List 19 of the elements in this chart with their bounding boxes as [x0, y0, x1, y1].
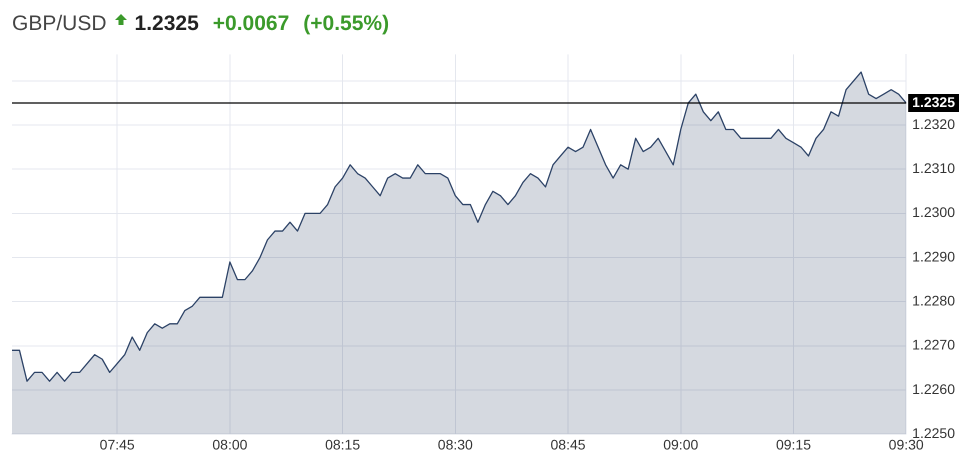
y-tick-label: 1.2270	[912, 336, 956, 353]
chart-title: GBP/USD	[12, 12, 107, 36]
x-tick-label: 09:15	[776, 436, 812, 452]
y-tick-label: 1.2260	[912, 380, 956, 397]
y-tick-label: 1.2300	[912, 204, 956, 220]
y-tick-label: 1.2280	[912, 292, 956, 309]
x-tick-label: 09:00	[663, 436, 698, 452]
chart-subtitle: 1.2325	[134, 12, 199, 36]
y-tick-label: 1.2310	[912, 160, 956, 176]
y-tick-label: 1.2320	[912, 116, 956, 132]
text: +0.0067	[212, 12, 290, 36]
x-tick-label: 08:30	[438, 436, 474, 452]
ref-line-label: 1.2325	[912, 94, 956, 110]
x-tick-label: 08:15	[325, 436, 360, 452]
y-tick-label: 1.2290	[912, 248, 956, 264]
x-tick-label: 07:45	[100, 436, 135, 452]
text: (+0.55%)	[303, 12, 390, 36]
x-tick-label: 08:00	[212, 436, 248, 452]
x-tick-label: 08:45	[550, 436, 586, 452]
